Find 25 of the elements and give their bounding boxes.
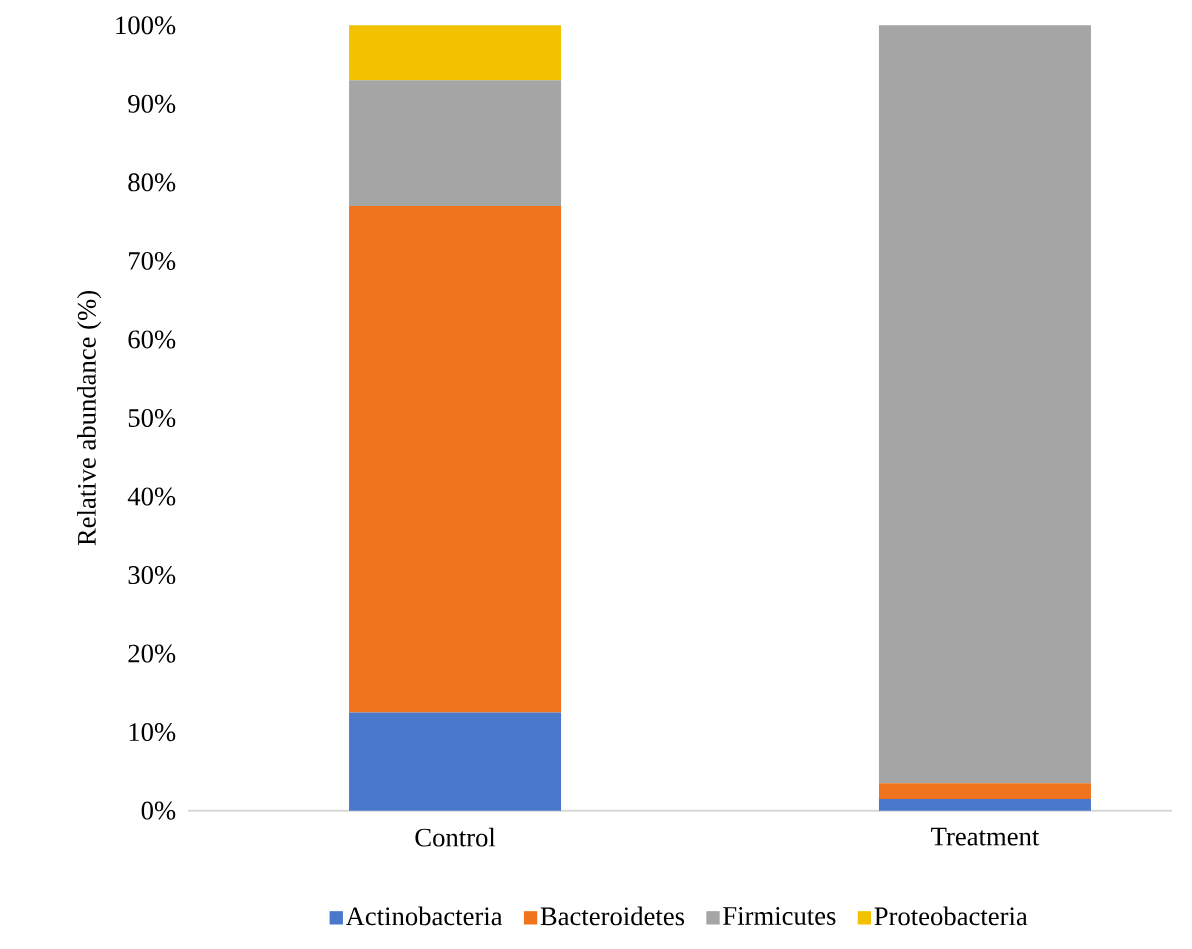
y-tick-label: 30%	[128, 565, 176, 584]
legend-label: Firmicutes	[723, 906, 836, 925]
legend-label: Actinobacteria	[345, 906, 503, 926]
y-tick-label: 50%	[128, 408, 176, 427]
bar	[349, 80, 562, 206]
bar	[878, 783, 1091, 799]
y-tick-label: 90%	[128, 94, 176, 113]
y-tick-label: 60%	[128, 330, 176, 349]
bar	[349, 712, 562, 811]
y-tick-label: 100%	[116, 16, 176, 35]
y-tick-label: 0%	[141, 801, 176, 820]
legend-label: Proteobacteria	[874, 906, 1028, 926]
x-tick-label: Treatment	[931, 827, 1040, 846]
x-tick-label: Control	[415, 827, 496, 847]
bar	[878, 798, 1091, 811]
y-tick-label: 40%	[127, 487, 176, 506]
bar	[349, 25, 562, 81]
legend-label: Bacteroidetes	[540, 906, 685, 926]
y-tick-label: 10%	[129, 722, 176, 742]
y-tick-label: 70%	[129, 251, 176, 270]
y-tick-label: 20%	[128, 644, 176, 663]
y-axis-title: Relative abundance (%)	[77, 290, 102, 546]
bar	[878, 25, 1091, 784]
y-tick-label: 80%	[128, 173, 176, 192]
bar	[349, 205, 562, 713]
